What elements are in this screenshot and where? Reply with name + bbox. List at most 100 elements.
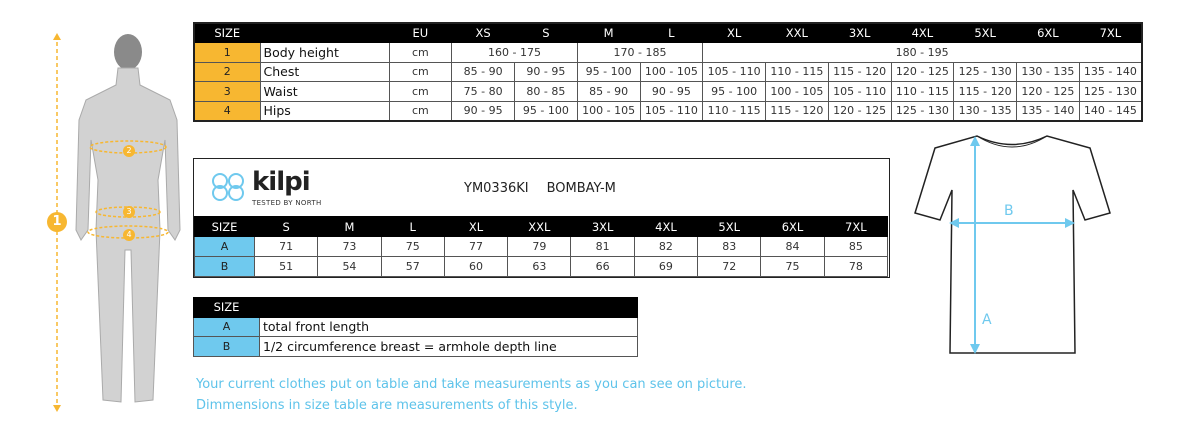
table-row: 2 Chest cm 85 - 90 90 - 95 95 - 100 100 - 105 1… bbox=[193, 61, 1143, 82]
value-cell: 95 - 100 bbox=[576, 61, 641, 82]
row-description: 1/2 circumference breast = armhole depth… bbox=[259, 336, 638, 357]
value-cell: 110 - 115 bbox=[765, 61, 829, 82]
value-cell: 90 - 95 bbox=[639, 81, 704, 102]
column-header: L bbox=[639, 22, 704, 43]
column-header: XL bbox=[443, 216, 509, 237]
knot-logo-icon bbox=[212, 173, 244, 201]
value-cell: 80 - 85 bbox=[514, 81, 578, 102]
marker-label-4: 4 bbox=[126, 230, 132, 239]
value-cell: 125 - 130 bbox=[1078, 81, 1143, 102]
value-cell: 66 bbox=[570, 256, 635, 277]
value-cell: 95 - 100 bbox=[702, 81, 766, 102]
marker-label-2: 2 bbox=[126, 146, 132, 155]
column-header: M bbox=[576, 22, 641, 43]
table-row: 3 Waist cm 75 - 80 80 - 85 85 - 90 90 - 95 95 -… bbox=[193, 81, 1143, 102]
value-cell: 85 - 90 bbox=[451, 61, 515, 82]
value-cell: 140 - 145 bbox=[1078, 100, 1143, 121]
row-key: A bbox=[194, 236, 255, 257]
marker-1 bbox=[47, 212, 67, 232]
garment-size-table: SIZE S M L XL XXL 3XL 4XL 5XL 6XL 7XL A 71 73 75 77 79 81… bbox=[194, 216, 889, 277]
garment-size-panel: kilpi TESTED BY NORTH YM0336KI BOMBAY-M SI… bbox=[193, 158, 890, 278]
unit-cell: cm bbox=[388, 42, 453, 63]
column-header: 5XL bbox=[953, 22, 1017, 43]
value-cell: 105 - 110 bbox=[827, 81, 892, 102]
column-header: SIZE bbox=[193, 22, 261, 43]
instruction-note: Your current clothes put on table and ta… bbox=[196, 377, 747, 392]
value-cell: 125 - 130 bbox=[953, 61, 1017, 82]
column-header: 3XL bbox=[570, 216, 635, 237]
value-cell: 81 bbox=[570, 236, 635, 257]
value-cell: 120 - 125 bbox=[827, 100, 892, 121]
value-cell: 84 bbox=[760, 236, 825, 257]
value-cell: 130 - 135 bbox=[1016, 61, 1080, 82]
unit-cell: cm bbox=[388, 100, 453, 121]
value-cell: 77 bbox=[443, 236, 509, 257]
value-cell: 79 bbox=[507, 236, 572, 257]
column-header: EU bbox=[388, 22, 453, 43]
value-cell: 71 bbox=[253, 236, 319, 257]
body-measurement-figure bbox=[47, 33, 181, 412]
column-header: S bbox=[253, 216, 319, 237]
value-cell: 110 - 115 bbox=[702, 100, 766, 121]
value-cell: 105 - 110 bbox=[639, 100, 704, 121]
value-cell: 75 - 80 bbox=[451, 81, 515, 102]
column-header: 6XL bbox=[1016, 22, 1080, 43]
column-header bbox=[259, 22, 390, 43]
column-header: XXL bbox=[507, 216, 572, 237]
value-cell: 73 bbox=[317, 236, 382, 257]
value-cell: 60 bbox=[443, 256, 509, 277]
column-header: M bbox=[317, 216, 382, 237]
value-cell: 72 bbox=[697, 256, 762, 277]
column-header: SIZE bbox=[194, 216, 255, 237]
value-cell: 135 - 140 bbox=[1016, 100, 1080, 121]
dimension-note: Dimmensions in size table are measuremen… bbox=[196, 398, 578, 413]
value-cell: 105 - 110 bbox=[702, 61, 766, 82]
column-header: XXL bbox=[765, 22, 829, 43]
table-row: B 1/2 circumference breast = armhole dept… bbox=[193, 336, 638, 357]
row-number: 2 bbox=[193, 61, 261, 82]
value-cell: 100 - 105 bbox=[576, 100, 641, 121]
brand-tagline: TESTED BY NORTH bbox=[252, 198, 322, 207]
row-label: Hips bbox=[259, 100, 390, 121]
value-cell: 90 - 95 bbox=[514, 61, 578, 82]
value-cell: 135 - 140 bbox=[1078, 61, 1143, 82]
value-cell: 85 bbox=[823, 236, 889, 257]
brand-name: kilpi bbox=[252, 166, 311, 197]
marker-label-3: 3 bbox=[126, 207, 132, 216]
tshirt-diagram bbox=[914, 135, 1111, 354]
column-header: L bbox=[380, 216, 445, 237]
row-number: 3 bbox=[193, 81, 261, 102]
unit-cell: cm bbox=[388, 61, 453, 82]
value-cell: 110 - 115 bbox=[890, 81, 955, 102]
value-cell: 85 - 90 bbox=[576, 81, 641, 102]
column-header: SIZE bbox=[193, 297, 260, 318]
value-cell: 57 bbox=[380, 256, 445, 277]
value-cell: 115 - 120 bbox=[953, 81, 1017, 102]
product-name: BOMBAY-M bbox=[546, 181, 616, 196]
label-a: A bbox=[982, 312, 992, 328]
value-cell: 95 - 100 bbox=[514, 100, 578, 121]
product-label: YM0336KI BOMBAY-M bbox=[464, 181, 634, 197]
row-label: Waist bbox=[259, 81, 390, 102]
column-header: 4XL bbox=[633, 216, 699, 237]
column-header: 7XL bbox=[1078, 22, 1143, 43]
row-number: 4 bbox=[193, 100, 261, 121]
value-cell: 100 - 105 bbox=[639, 61, 704, 82]
row-number: 1 bbox=[193, 42, 261, 63]
table-row: 4 Hips cm 90 - 95 95 - 100 100 - 105 105 - 110… bbox=[193, 100, 1143, 121]
value-cell: 120 - 125 bbox=[890, 61, 955, 82]
table-row: 1 Body height cm 160 - 175 170 - 185 180 - 19… bbox=[193, 42, 1143, 63]
row-label: Body height bbox=[259, 42, 390, 63]
row-description: total front length bbox=[259, 316, 638, 337]
value-cell: 63 bbox=[507, 256, 572, 277]
value-cell: 54 bbox=[317, 256, 382, 277]
value-cell: 180 - 195 bbox=[702, 42, 1143, 63]
column-header: 6XL bbox=[760, 216, 825, 237]
value-cell: 82 bbox=[633, 236, 699, 257]
column-header: 3XL bbox=[827, 22, 892, 43]
value-cell: 69 bbox=[633, 256, 699, 277]
column-header: 7XL bbox=[823, 216, 889, 237]
row-key: B bbox=[194, 256, 255, 277]
